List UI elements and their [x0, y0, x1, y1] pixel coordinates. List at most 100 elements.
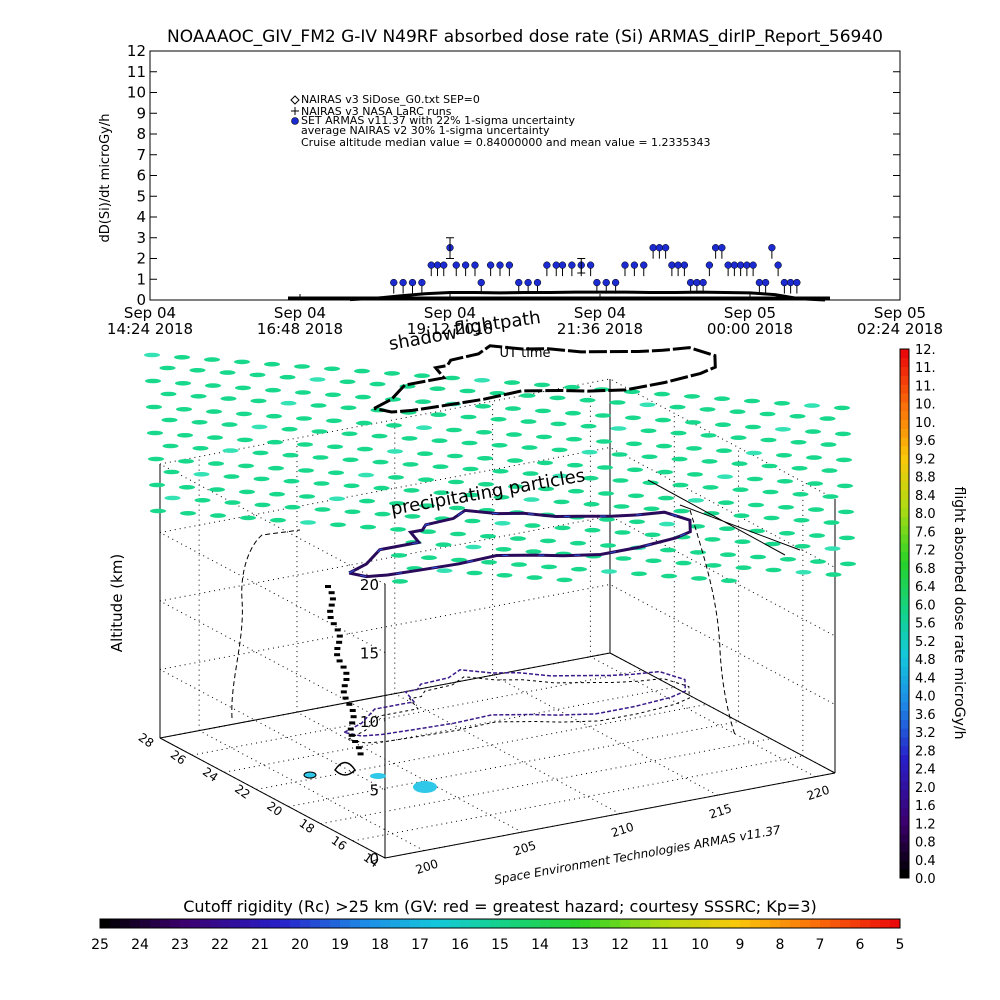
armas-data-point	[768, 244, 776, 252]
colorbar-swatch	[900, 428, 909, 438]
y-tick-label: 3	[136, 229, 146, 247]
colorbar-swatch	[310, 919, 321, 928]
precipitating-particle	[660, 547, 676, 553]
colorbar-swatch	[900, 560, 909, 570]
precipitating-particle	[222, 448, 239, 453]
z-tick-label: 15	[360, 645, 379, 663]
precipitating-particle	[689, 524, 705, 529]
precipitating-particle	[729, 409, 746, 415]
colorbar-swatch	[900, 666, 909, 676]
precipitating-particle	[390, 527, 406, 532]
precipitating-particle	[418, 477, 434, 483]
precipitating-particle	[609, 400, 626, 405]
colorbar-tick-label: 2.4	[915, 763, 936, 778]
precipitating-particle	[840, 561, 856, 567]
precipitating-particle	[820, 442, 837, 447]
precipitating-particle	[507, 458, 523, 463]
colorbar-swatch	[740, 919, 751, 928]
y-tick-label: 9	[136, 104, 146, 122]
precipitating-particle	[270, 517, 286, 523]
ascent-marker	[342, 696, 349, 700]
precipitating-particle	[568, 488, 584, 494]
precipitating-particle	[567, 462, 583, 468]
precipitating-particle	[640, 428, 657, 434]
armas-data-point	[693, 278, 701, 287]
colorbar-swatch	[670, 919, 681, 928]
precipitating-particle	[342, 457, 359, 463]
precipitating-particle	[552, 473, 569, 479]
armas-data-point	[399, 278, 407, 287]
colorbar-swatch	[900, 578, 909, 588]
precipitating-particle	[763, 515, 780, 521]
precipitating-particle	[474, 378, 490, 383]
z-axis-label: Altitude (km)	[108, 554, 126, 652]
precipitating-particle	[761, 463, 778, 469]
precipitating-particle	[297, 442, 313, 447]
precipitating-particle	[522, 471, 539, 476]
colorbar-swatch	[900, 631, 909, 641]
colorbar-swatch	[390, 919, 401, 928]
colorbar-swatch	[640, 919, 651, 928]
colorbar-swatch	[160, 919, 171, 928]
precipitating-particle	[535, 408, 551, 414]
y-tick-label: 12	[127, 42, 146, 60]
ascent-marker	[336, 640, 343, 644]
legend-entry: SET ARMAS v11.37 with 22% 1-sigma uncert…	[301, 114, 575, 127]
precipitating-particle	[435, 542, 452, 547]
precipitating-particle	[327, 444, 343, 450]
colorbar-swatch	[900, 701, 909, 711]
colorbar-tick-label: 25	[91, 937, 109, 953]
precipitating-particle	[219, 370, 236, 375]
precipitating-particle	[358, 472, 374, 478]
precipitating-particle	[404, 514, 421, 519]
colorbar-swatch	[820, 919, 831, 928]
precipitating-particle	[508, 484, 524, 489]
armas-data-point	[477, 278, 485, 287]
precipitating-particle	[235, 385, 251, 391]
colorbar-tick-label: 9.2	[915, 452, 936, 467]
ascent-marker	[334, 647, 341, 650]
precipitating-particle	[463, 492, 480, 498]
legend-marker-plus	[291, 107, 299, 115]
x-tick-label: 205	[512, 838, 538, 858]
colorbar-swatch	[900, 587, 909, 597]
precipitating-particle	[401, 436, 418, 441]
colorbar-tick-label: 24	[131, 937, 149, 953]
armas-data-point	[568, 261, 576, 269]
colorbar-frame	[99, 918, 901, 929]
armas-data-point	[418, 278, 426, 287]
colorbar-tick-label: 1.6	[915, 799, 936, 814]
precipitating-particle	[750, 554, 766, 560]
precipitating-particle	[520, 419, 537, 424]
floor-grid-line	[394, 693, 621, 815]
precipitating-particle	[733, 513, 750, 518]
precipitating-particle	[495, 547, 512, 552]
precipitating-particle	[537, 460, 553, 466]
colorbar-tick-label: 19	[331, 937, 349, 953]
precipitating-particle	[464, 518, 481, 524]
precipitating-particle	[716, 448, 732, 454]
precipitating-particle	[444, 375, 460, 381]
precipitating-particle	[631, 571, 647, 577]
ascent-marker	[346, 702, 353, 706]
precipitating-particle	[329, 496, 345, 502]
precipitating-particle	[774, 401, 790, 406]
nairas-model-line	[349, 290, 826, 302]
colorbar-tick-label: 8	[776, 937, 785, 953]
colorbar-tick-label: 7.6	[915, 525, 936, 540]
precipitating-particle	[223, 474, 240, 479]
precipitating-particle	[268, 465, 284, 471]
colorbar-tick-label: 5.2	[915, 635, 936, 650]
colorbar-tick-label: 7	[816, 937, 825, 953]
precipitating-particle	[556, 577, 573, 583]
precipitating-particle	[579, 397, 596, 403]
precipitating-particle	[205, 383, 221, 388]
box-edge	[384, 772, 836, 859]
y-tick-label: 26	[168, 747, 189, 767]
ascent-marker	[357, 752, 364, 756]
y-tick-label: 11	[127, 63, 146, 81]
colorbar-tick-label: 20	[291, 937, 309, 953]
precipitating-particle	[462, 466, 479, 472]
armas-data-point	[496, 261, 504, 269]
